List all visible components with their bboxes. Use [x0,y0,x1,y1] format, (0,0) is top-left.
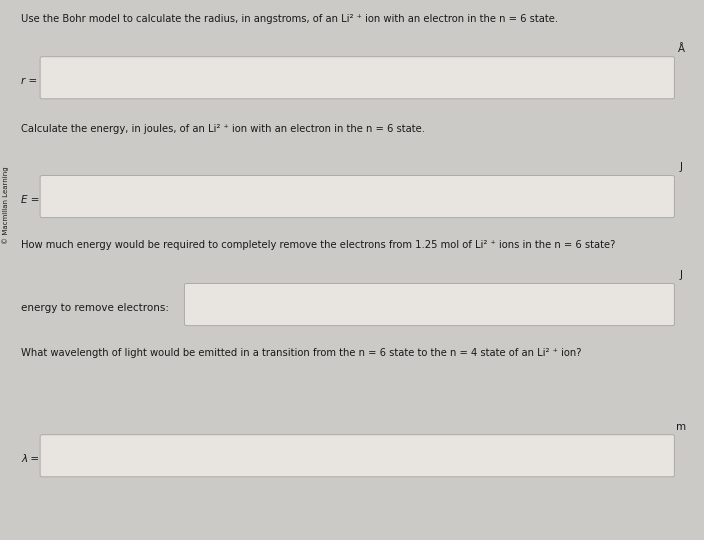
FancyBboxPatch shape [184,284,674,326]
Text: Å: Å [678,44,685,53]
Text: What wavelength of light would be emitted in a transition from the n = 6 state t: What wavelength of light would be emitte… [21,348,582,359]
Text: Use the Bohr model to calculate the radius, in angstroms, of an Li² ⁺ ion with a: Use the Bohr model to calculate the radi… [21,14,558,24]
Text: E =: E = [21,195,39,205]
FancyBboxPatch shape [40,57,674,99]
Text: λ =: λ = [21,454,39,464]
Text: How much energy would be required to completely remove the electrons from 1.25 m: How much energy would be required to com… [21,240,615,251]
Text: energy to remove electrons:: energy to remove electrons: [21,303,169,313]
Text: r =: r = [21,76,37,86]
FancyBboxPatch shape [40,435,674,477]
Text: m: m [677,422,686,431]
FancyBboxPatch shape [40,176,674,218]
Text: Calculate the energy, in joules, of an Li² ⁺ ion with an electron in the n = 6 s: Calculate the energy, in joules, of an L… [21,124,425,134]
Text: J: J [680,163,683,172]
Text: J: J [680,271,683,280]
Text: © Macmillan Learning: © Macmillan Learning [2,166,9,244]
